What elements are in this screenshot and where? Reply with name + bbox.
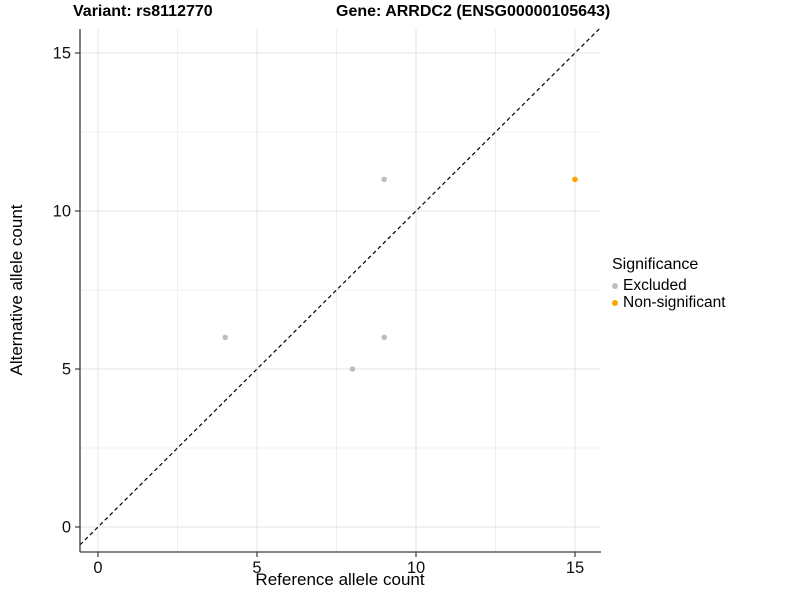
data-point-excluded (349, 366, 356, 372)
data-point-excluded (381, 176, 388, 183)
x-tick-label: 0 (93, 559, 102, 577)
y-tick-label: 0 (62, 519, 71, 537)
legend-label-non-significant: Non-significant (623, 293, 726, 311)
y-tick-label: 10 (53, 203, 71, 221)
x-tick-label: 5 (252, 559, 261, 577)
legend-title: Significance (612, 256, 699, 273)
legend-swatch-excluded-icon (612, 282, 618, 289)
identity-dashed-line (79, 26, 602, 546)
plot-title-gene: Gene: ARRDC2 (ENSG00000105643) (336, 3, 611, 20)
plot-title-variant: Variant: rs8112770 (73, 3, 213, 20)
y-axis-label: Alternative allele count (7, 204, 26, 376)
data-point-excluded (381, 334, 388, 341)
legend-swatch-non-significant-icon (612, 299, 618, 306)
y-tick-label: 5 (62, 361, 71, 379)
legend-item-non-significant: Non-significant (612, 294, 726, 311)
data-point-non-significant (572, 176, 578, 183)
legend-item-excluded: Excluded (612, 277, 726, 294)
x-tick-label: 15 (566, 559, 584, 577)
legend: Significance Excluded Non-significant (612, 256, 726, 311)
x-axis-label: Reference allele count (255, 570, 425, 589)
legend-label-excluded: Excluded (623, 276, 687, 294)
x-tick-label: 10 (407, 559, 425, 577)
y-tick-label: 15 (53, 45, 71, 63)
data-point-excluded (222, 334, 228, 341)
